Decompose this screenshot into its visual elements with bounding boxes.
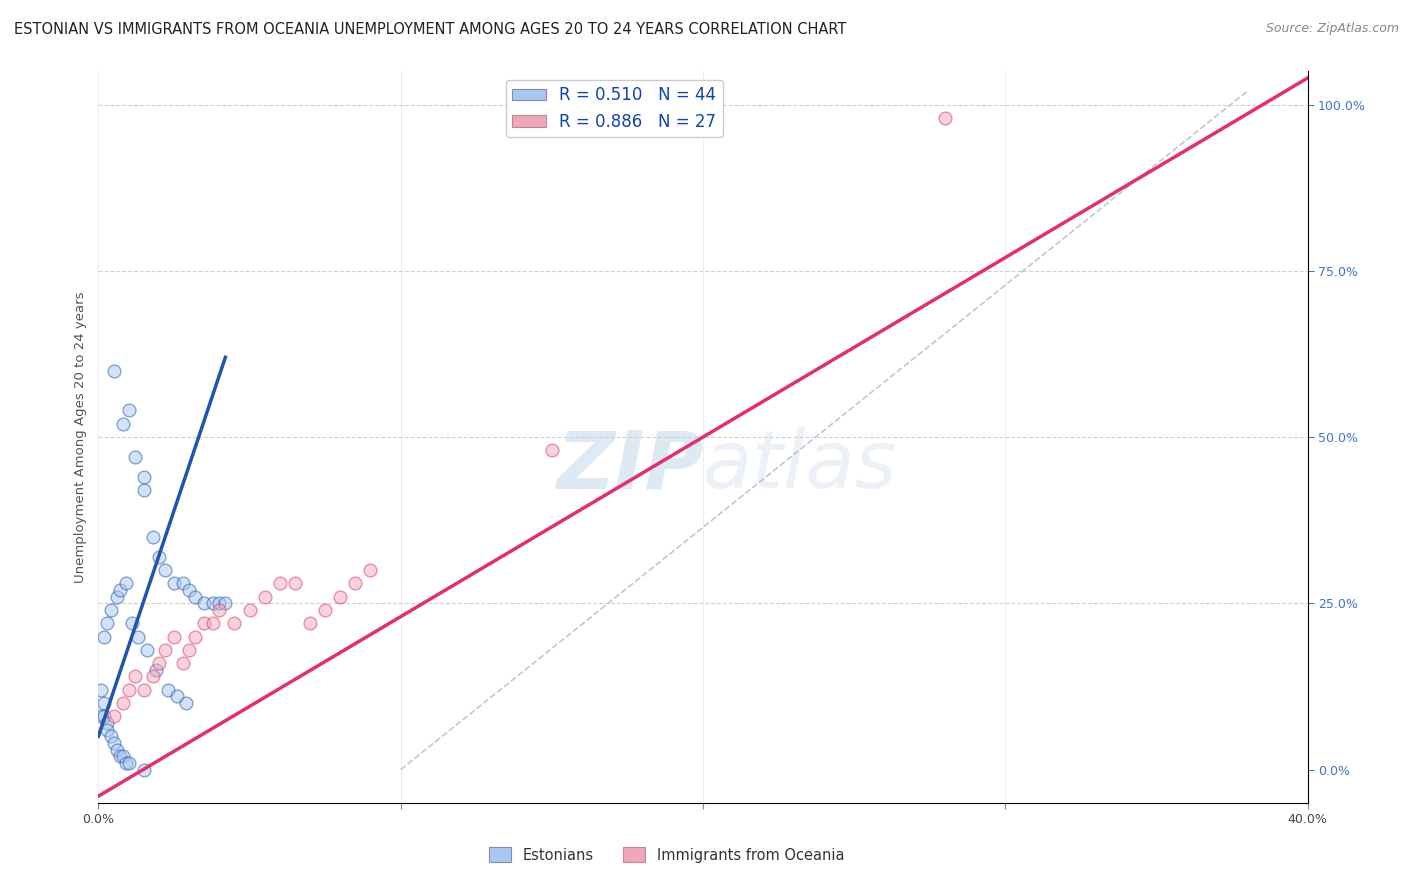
Point xyxy=(114,756,136,770)
Point xyxy=(142,669,165,683)
Point xyxy=(202,616,225,631)
Point xyxy=(124,669,146,683)
Point xyxy=(108,749,131,764)
Point xyxy=(142,530,165,544)
Legend: Estonians, Immigrants from Oceania: Estonians, Immigrants from Oceania xyxy=(484,841,851,869)
Point xyxy=(148,549,170,564)
Text: ZIP: ZIP xyxy=(555,427,703,506)
Point xyxy=(100,603,122,617)
Point xyxy=(224,616,246,631)
Point xyxy=(253,590,276,604)
Point xyxy=(269,576,291,591)
Point xyxy=(105,590,128,604)
Point xyxy=(127,630,149,644)
Point xyxy=(184,630,207,644)
Point xyxy=(214,596,236,610)
Point xyxy=(540,443,562,458)
Point xyxy=(202,596,225,610)
Point xyxy=(193,596,215,610)
Point xyxy=(111,696,134,710)
Point xyxy=(163,576,186,591)
Point xyxy=(132,483,155,498)
Point xyxy=(184,590,207,604)
Point xyxy=(172,656,194,670)
Point xyxy=(105,742,128,756)
Point xyxy=(132,682,155,697)
Point xyxy=(96,723,118,737)
Point xyxy=(239,603,262,617)
Point xyxy=(934,111,956,125)
Point xyxy=(153,563,176,577)
Point xyxy=(360,563,382,577)
Point xyxy=(118,756,141,770)
Point xyxy=(108,582,131,597)
Point xyxy=(124,450,146,464)
Point xyxy=(179,582,201,597)
Point xyxy=(121,616,143,631)
Point xyxy=(135,643,157,657)
Point xyxy=(329,590,352,604)
Point xyxy=(172,576,194,591)
Point xyxy=(145,663,167,677)
Point xyxy=(208,596,231,610)
Point xyxy=(132,763,155,777)
Point xyxy=(163,630,186,644)
Point xyxy=(193,616,215,631)
Text: ESTONIAN VS IMMIGRANTS FROM OCEANIA UNEMPLOYMENT AMONG AGES 20 TO 24 YEARS CORRE: ESTONIAN VS IMMIGRANTS FROM OCEANIA UNEM… xyxy=(14,22,846,37)
Point xyxy=(344,576,367,591)
Y-axis label: Unemployment Among Ages 20 to 24 years: Unemployment Among Ages 20 to 24 years xyxy=(75,292,87,582)
Point xyxy=(132,470,155,484)
Point xyxy=(90,682,112,697)
Point xyxy=(166,690,188,704)
Point xyxy=(314,603,336,617)
Point xyxy=(111,417,134,431)
Point xyxy=(299,616,322,631)
Point xyxy=(96,716,118,731)
Point xyxy=(118,403,141,417)
Point xyxy=(153,643,176,657)
Point xyxy=(148,656,170,670)
Text: Source: ZipAtlas.com: Source: ZipAtlas.com xyxy=(1265,22,1399,36)
Point xyxy=(179,643,201,657)
Point xyxy=(96,616,118,631)
Point xyxy=(100,729,122,743)
Point xyxy=(156,682,179,697)
Point xyxy=(93,630,115,644)
Point xyxy=(93,709,115,723)
Text: atlas: atlas xyxy=(703,427,898,506)
Point xyxy=(103,363,125,377)
Point xyxy=(103,736,125,750)
Point xyxy=(284,576,307,591)
Point xyxy=(103,709,125,723)
Point xyxy=(111,749,134,764)
Point xyxy=(93,696,115,710)
Point xyxy=(174,696,197,710)
Point xyxy=(118,682,141,697)
Point xyxy=(114,576,136,591)
Point xyxy=(90,709,112,723)
Point xyxy=(208,603,231,617)
